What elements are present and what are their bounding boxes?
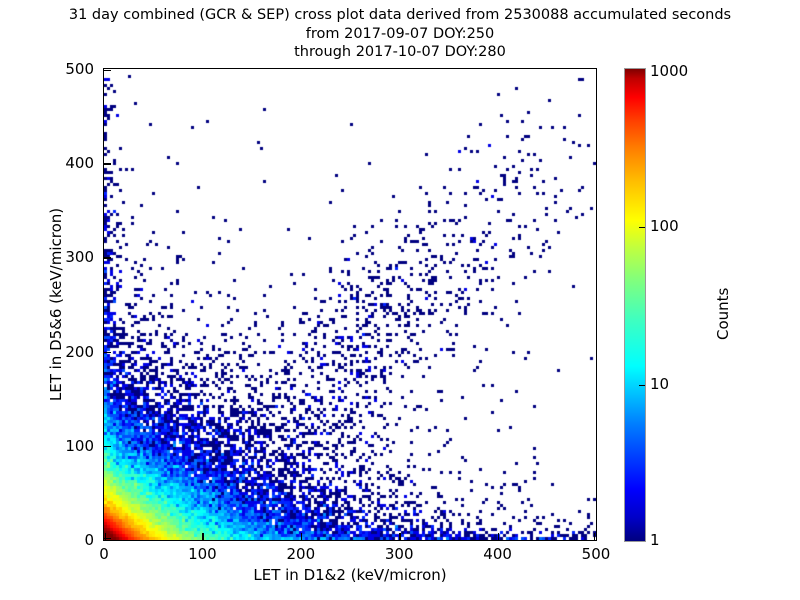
plot-area[interactable] [103,68,597,541]
colorbar-ticklabel-10: 10 [650,375,670,393]
colorbar-tick-100 [639,227,645,229]
y-tick-400 [104,163,111,165]
x-ticklabel-500: 500 [581,545,611,563]
y-tick-100 [104,445,111,448]
y-tick-300 [104,257,111,259]
x-ticklabel-100: 100 [188,545,217,563]
y-ticklabel-0: 0 [84,531,94,549]
y-ticklabel-400: 400 [65,154,94,173]
colorbar-ticklabel-100: 100 [650,217,679,235]
title-line-1: 31 day combined (GCR & SEP) cross plot d… [68,7,732,23]
y-ticklabel-500: 500 [65,60,94,78]
x-tick-300 [399,533,401,540]
title-line-2: from 2017-09-07 DOY:250 [305,25,495,42]
x-tick-100 [202,533,204,540]
colorbar-ticklabel-1: 1 [650,531,660,549]
x-tick-0 [104,533,106,540]
heatmap-data-layer [104,69,596,540]
plot-title: 31 day combined (GCR & SEP) cross plot d… [0,6,800,62]
y-ticklabel-100: 100 [65,436,94,455]
x-tick-200 [300,533,303,540]
colorbar-ticklabel-1000: 1000 [650,62,689,80]
x-ticklabel-0: 0 [99,545,109,563]
y-tick-500 [104,69,111,71]
x-axis-label: LET in D1&2 (keV/micron) [253,566,447,584]
y-ticklabel-200: 200 [65,342,94,361]
x-ticklabel-400: 400 [483,545,512,563]
title-line-3: through 2017-10-07 DOY:280 [294,44,506,61]
x-tick-500 [594,533,596,540]
x-ticklabel-200: 200 [286,545,316,563]
y-tick-0 [104,538,111,540]
colorbar-tick-10 [639,385,645,387]
x-tick-400 [497,533,499,540]
y-ticklabel-300: 300 [65,248,94,267]
y-tick-200 [104,351,111,353]
colorbar-label: Counts [714,287,732,340]
y-axis-label: LET in D5&6 (keV/micron) [47,207,65,402]
colorbar[interactable] [624,68,646,542]
x-ticklabel-300: 300 [384,545,414,563]
